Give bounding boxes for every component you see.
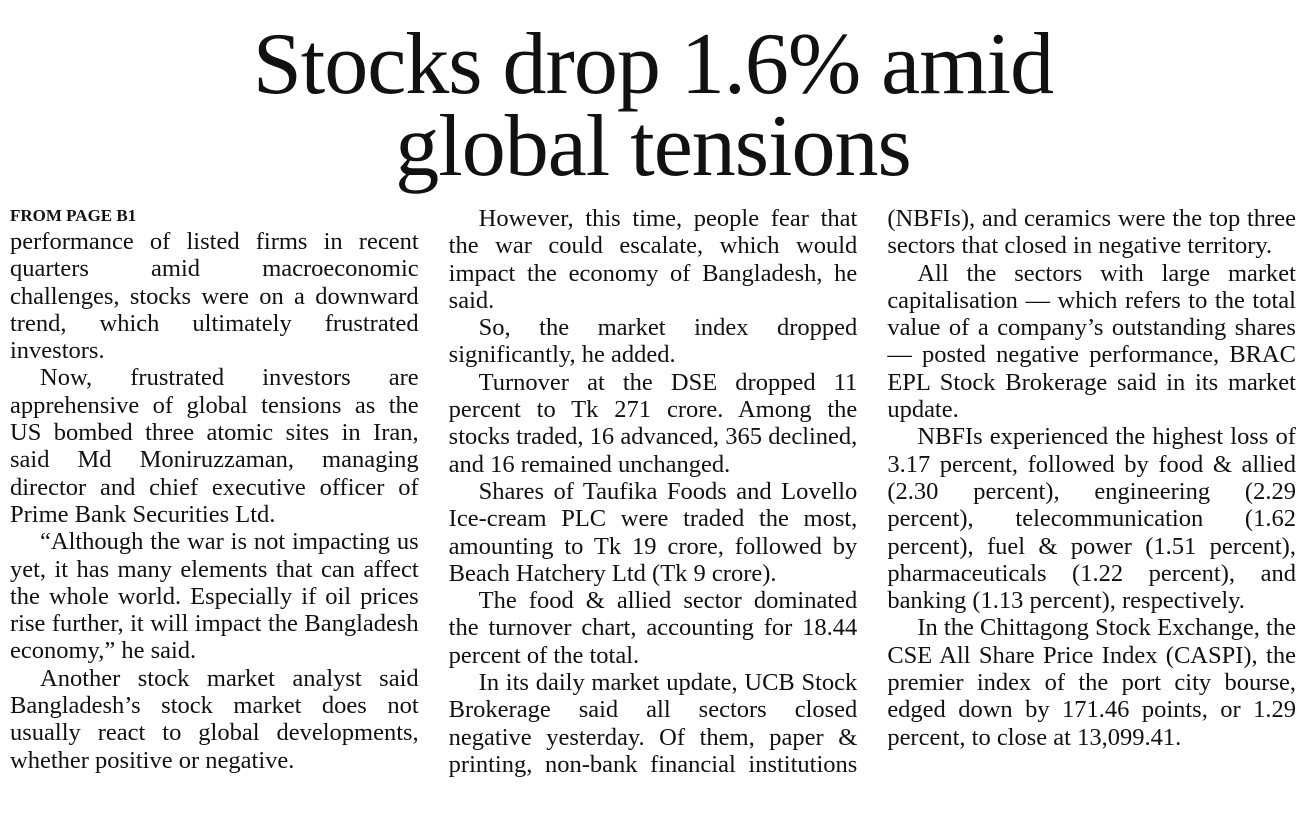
paragraph: In the Chittagong Stock Exchange, the CS… bbox=[887, 614, 1296, 751]
headline: Stocks drop 1.6% amid global tensions bbox=[252, 16, 1054, 195]
paragraph: However, this time, people fear that the… bbox=[448, 205, 858, 314]
paragraph: In its daily market update, UCB Stock Br… bbox=[448, 205, 1296, 778]
paragraph: Another stock market analyst said Bangla… bbox=[10, 664, 419, 774]
paragraph: NBFIs experienced the highest loss of 3.… bbox=[887, 423, 1296, 615]
paragraph: Now, frustrated investors are apprehensi… bbox=[10, 364, 419, 528]
paragraph: All the sectors with large market capita… bbox=[887, 259, 1296, 424]
paragraph: Shares of Taufika Foods and Lovello Ice-… bbox=[448, 477, 858, 587]
paragraph: The food & allied sector dominated the t… bbox=[448, 587, 858, 669]
paragraph: So, the market index dropped significant… bbox=[448, 314, 858, 369]
kicker: FROM PAGE B1 bbox=[10, 206, 137, 225]
paragraph: performance of listed firms in recent qu… bbox=[10, 228, 419, 365]
article-body: FROM PAGE B1 performance of listed firms… bbox=[10, 205, 1296, 817]
paragraph: Turnover at the DSE dropped 11 percent t… bbox=[448, 368, 858, 478]
paragraph: “Although the war is not impacting us ye… bbox=[10, 528, 419, 665]
